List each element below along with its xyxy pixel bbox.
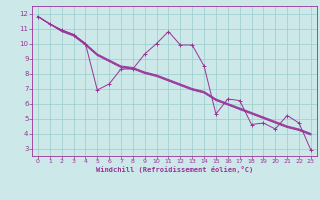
X-axis label: Windchill (Refroidissement éolien,°C): Windchill (Refroidissement éolien,°C) <box>96 166 253 173</box>
